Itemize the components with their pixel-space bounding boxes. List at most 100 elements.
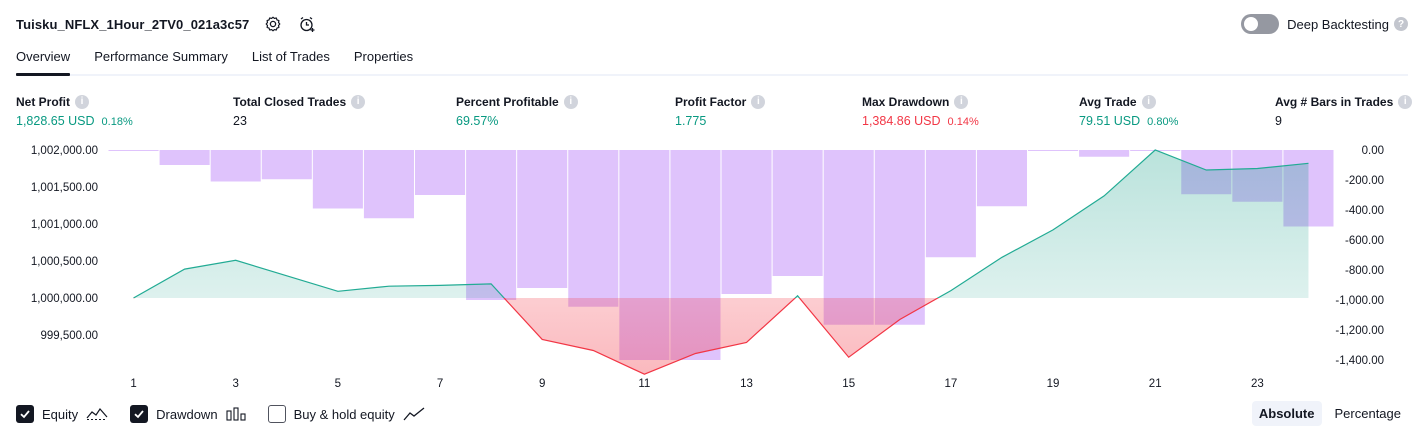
equity-line-icon (86, 407, 108, 421)
x-axis-tick-label: 5 (335, 378, 341, 390)
drawdown-bar (415, 150, 466, 195)
metric-value: 1,384.86 USD (862, 114, 941, 128)
metric-avg-bars-in-trades: Avg # Bars in Trades i 9 (1275, 94, 1413, 128)
metric-label: Percent Profitable (456, 94, 559, 109)
drawdown-bar (568, 150, 619, 307)
deep-backtesting-label: Deep Backtesting (1287, 16, 1389, 32)
right-axis-tick-label: -1,200.00 (1335, 325, 1384, 337)
buy-hold-checkbox[interactable] (267, 405, 286, 423)
drawdown-bar (1028, 150, 1079, 151)
percentage-button[interactable]: Percentage (1334, 406, 1402, 421)
drawdown-bar (466, 150, 517, 300)
info-icon[interactable]: i (954, 94, 969, 109)
metric-value: 9 (1275, 114, 1282, 128)
x-axis-tick-label: 1 (130, 378, 136, 390)
metric-percent-profitable: Percent Profitable i 69.57% (456, 94, 578, 128)
metric-label: Max Drawdown (862, 94, 950, 109)
left-axis-tick-label: 1,000,000.00 (31, 293, 98, 305)
drawdown-bar (312, 150, 363, 209)
metric-label: Avg # Bars in Trades (1275, 94, 1394, 109)
tab-performance-summary[interactable]: Performance Summary (94, 49, 228, 64)
right-axis-tick-label: -400.00 (1345, 205, 1384, 217)
legend-label: Equity (42, 406, 79, 422)
add-alert-icon[interactable] (297, 14, 317, 34)
drawdown-bar (823, 150, 874, 325)
buy-hold-line-icon (403, 407, 425, 421)
x-axis-tick-label: 11 (638, 378, 650, 390)
right-axis-tick-label: -600.00 (1345, 235, 1384, 247)
drawdown-bar (772, 150, 823, 276)
left-axis-tick-label: 999,500.00 (40, 330, 98, 342)
drawdown-bar (159, 150, 210, 165)
metric-percent: 0.18% (101, 116, 133, 128)
info-icon[interactable]: i (1141, 94, 1156, 109)
drawdown-bar (261, 150, 312, 180)
strategy-header: Tuisku_NFLX_1Hour_2TV0_021a3c57 (16, 13, 317, 35)
legend-buy-hold-equity[interactable]: Buy & hold equity (267, 405, 425, 423)
scale-mode-switch: Absolute Percentage (1246, 401, 1408, 426)
settings-icon[interactable] (263, 14, 283, 34)
left-axis-tick-label: 1,002,000.00 (31, 145, 98, 157)
tab-properties[interactable]: Properties (353, 49, 414, 64)
drawdown-bar (363, 150, 414, 219)
metric-value: 23 (233, 114, 247, 128)
help-icon[interactable]: ? (1394, 17, 1408, 31)
strategy-title: Tuisku_NFLX_1Hour_2TV0_021a3c57 (16, 16, 250, 32)
metric-label: Profit Factor (675, 94, 747, 109)
metric-percent: 0.14% (947, 116, 979, 128)
metric-label: Total Closed Trades (233, 94, 347, 109)
equity-area-negative (133, 298, 1309, 375)
drawdown-bar (517, 150, 568, 288)
drawdown-bar (210, 150, 261, 182)
metric-net-profit: Net Profit i 1,828.65 USD 0.18% (16, 94, 133, 128)
metric-max-drawdown: Max Drawdown i 1,384.86 USD 0.14% (862, 94, 979, 128)
metric-label: Avg Trade (1079, 94, 1137, 109)
left-axis-tick-label: 1,001,000.00 (31, 219, 98, 231)
equity-line (133, 149, 1309, 298)
legend-equity[interactable]: Equity (16, 405, 108, 423)
drawdown-bar (925, 150, 976, 258)
right-axis-tick-label: -800.00 (1345, 265, 1384, 277)
toggle-knob (1244, 17, 1259, 31)
deep-backtesting-toggle[interactable] (1241, 14, 1280, 34)
left-axis-tick-label: 1,000,500.00 (31, 256, 98, 268)
metric-profit-factor: Profit Factor i 1.775 (675, 94, 766, 128)
info-icon[interactable]: i (751, 94, 766, 109)
x-axis-tick-label: 7 (437, 378, 443, 390)
drawdown-bar (1079, 150, 1130, 157)
x-axis-tick-label: 13 (740, 378, 753, 390)
right-axis-tick-label: 0.00 (1362, 145, 1384, 157)
chart-legend: Equity Drawdown Buy & hold equity (16, 403, 447, 425)
drawdown-bars-icon (226, 407, 246, 421)
metric-value: 1,828.65 USD (16, 114, 95, 128)
equity-drawdown-chart: 1,002,000.00 1,001,500.00 1,001,000.00 1,00… (31, 145, 1384, 390)
tab-overview[interactable]: Overview (16, 44, 71, 76)
x-axis-tick-label: 9 (539, 378, 545, 390)
equity-area-positive (133, 150, 1309, 298)
info-icon[interactable]: i (351, 94, 366, 109)
right-axis-tick-label: -1,400.00 (1335, 355, 1384, 367)
drawdown-bar (108, 150, 159, 151)
metric-value: 79.51 USD (1079, 114, 1141, 128)
legend-drawdown[interactable]: Drawdown (130, 405, 246, 423)
legend-label: Buy & hold equity (293, 406, 395, 422)
drawdown-bar (721, 150, 772, 294)
metric-label: Net Profit (16, 94, 70, 109)
x-axis-tick-label: 15 (842, 378, 855, 390)
x-axis-tick-label: 3 (233, 378, 239, 390)
left-axis-tick-label: 1,001,500.00 (31, 182, 98, 194)
metric-value: 69.57% (456, 114, 499, 128)
right-axis-tick-label: -1,000.00 (1335, 295, 1384, 307)
info-icon[interactable]: i (563, 94, 578, 109)
x-axis-tick-label: 23 (1251, 378, 1264, 390)
tab-bar: Overview Performance Summary List of Tra… (16, 44, 1408, 76)
drawdown-checkbox[interactable] (130, 405, 149, 423)
drawdown-bar (874, 150, 925, 325)
tab-list-of-trades[interactable]: List of Trades (251, 49, 330, 64)
legend-label: Drawdown (156, 406, 218, 422)
equity-checkbox[interactable] (16, 405, 34, 423)
metric-value: 1.775 (675, 114, 707, 128)
info-icon[interactable]: i (1398, 94, 1413, 109)
info-icon[interactable]: i (75, 94, 89, 109)
absolute-button[interactable]: Absolute (1251, 401, 1322, 426)
